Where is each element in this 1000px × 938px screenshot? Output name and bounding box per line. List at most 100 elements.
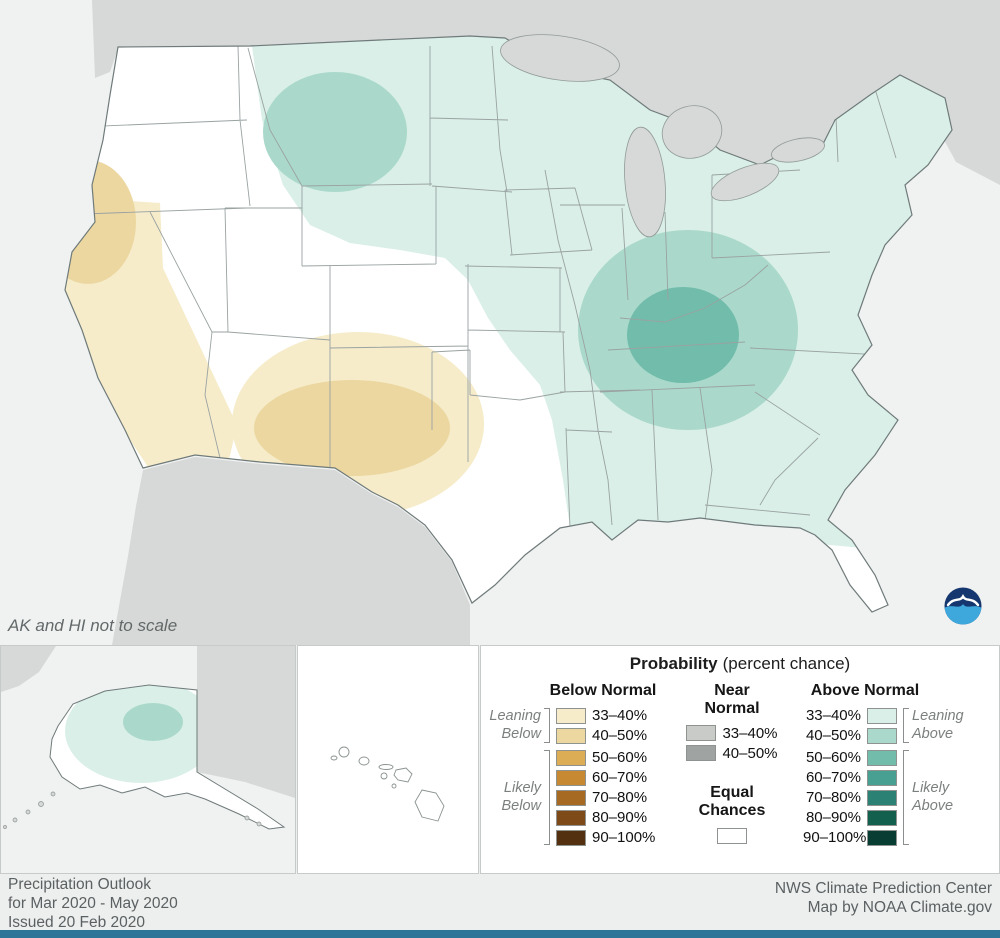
swatch-near-40-50 bbox=[686, 745, 717, 762]
swatch-below-50-60 bbox=[556, 749, 586, 766]
percent-label: 33–40% bbox=[805, 707, 861, 724]
alaska-above-normal-40-50-core bbox=[123, 703, 183, 741]
percent-label: 50–60% bbox=[805, 749, 861, 766]
great-lakes bbox=[500, 34, 825, 238]
legend-columns: Below Normal Leaning Below 33–40% 40–50% bbox=[489, 682, 991, 851]
above-normal-50-60-core-ohio-valley bbox=[627, 287, 739, 383]
likely-below-label: Likely Below bbox=[501, 780, 542, 814]
swatch-below-40-50 bbox=[556, 727, 586, 744]
likely-above-bracket bbox=[903, 750, 909, 845]
swatch-below-80-90 bbox=[556, 809, 586, 826]
leaning-below-bracket bbox=[544, 708, 550, 743]
legend-row: 80–90% bbox=[803, 809, 897, 826]
lake-ontario bbox=[771, 137, 825, 163]
swatch-below-60-70 bbox=[556, 769, 586, 786]
percent-label: 90–100% bbox=[592, 829, 656, 846]
legend-title-rest: (percent chance) bbox=[722, 654, 851, 673]
footer-issued: Issued 20 Feb 2020 bbox=[8, 913, 146, 931]
swatch-equal-chances bbox=[717, 827, 747, 844]
percent-label: 33–40% bbox=[592, 707, 648, 724]
near-normal-rows: 33–40% 40–50% bbox=[686, 725, 778, 762]
percent-label: 90–100% bbox=[803, 829, 867, 846]
aleutian-islands bbox=[3, 791, 262, 829]
island-hawaii bbox=[414, 789, 445, 822]
legend-row: 33–40% bbox=[556, 707, 647, 724]
lake-huron bbox=[661, 105, 723, 159]
percent-label: 40–50% bbox=[722, 744, 778, 762]
lake-superior bbox=[500, 34, 620, 82]
hawaiian-islands bbox=[330, 746, 445, 822]
likely-above-label: Likely Above bbox=[912, 780, 954, 814]
legend-panel: Probability (percent chance) Below Normal… bbox=[480, 645, 1000, 874]
island-molokai bbox=[378, 764, 394, 770]
swatch-above-50-60 bbox=[867, 749, 897, 766]
hawaii-inset-map bbox=[330, 746, 445, 822]
legend-title-bold: Probability bbox=[629, 654, 718, 673]
island-kahoolawe bbox=[391, 783, 397, 789]
legend-row: 90–100% bbox=[803, 829, 897, 846]
legend-column-above: Above Normal 33–40% 40–50% Leaning Abo bbox=[803, 682, 991, 851]
mexico-landmass bbox=[112, 457, 470, 645]
percent-label: 50–60% bbox=[592, 749, 648, 766]
percent-label: 80–90% bbox=[592, 809, 648, 826]
legend-row: 40–50% bbox=[686, 744, 778, 762]
island-maui bbox=[393, 767, 413, 783]
scale-note: AK and HI not to scale bbox=[8, 616, 178, 635]
percent-label: 60–70% bbox=[592, 769, 648, 786]
legend-row: 40–50% bbox=[803, 727, 897, 744]
swatch-below-70-80 bbox=[556, 789, 586, 806]
likely-below-rows: 50–60% 60–70% 70–80% 80–90% bbox=[556, 749, 655, 846]
likely-below-group: Likely Below 50–60% 60–70% bbox=[489, 749, 661, 846]
leaning-above-rows: 33–40% 40–50% bbox=[803, 707, 897, 744]
likely-above-group: 50–60% 60–70% 70–80% 80–90% bbox=[803, 749, 991, 846]
noaa-logo bbox=[944, 587, 982, 625]
swatch-below-33-40 bbox=[556, 707, 586, 724]
legend-row: 70–80% bbox=[556, 789, 655, 806]
legend-row: 50–60% bbox=[803, 749, 897, 766]
footer-period: for Mar 2020 - May 2020 bbox=[8, 894, 178, 912]
above-normal-header: Above Normal bbox=[810, 682, 920, 699]
likely-below-bracket bbox=[544, 750, 550, 845]
footer-right-text: NWS Climate Prediction Center Map by NOA… bbox=[775, 880, 992, 918]
alaska-outline bbox=[49, 684, 286, 830]
percent-label: 40–50% bbox=[805, 727, 861, 744]
lake-michigan bbox=[624, 126, 666, 238]
russia-landmass bbox=[1, 646, 56, 692]
above-normal-40-50-core-rockies bbox=[263, 72, 407, 192]
island-kauai bbox=[338, 746, 350, 758]
leaning-below-label: Leaning Below bbox=[489, 708, 541, 742]
footer-credit: Map by NOAA Climate.gov bbox=[807, 898, 992, 916]
alaska-inset-map bbox=[1, 646, 295, 830]
conus-map bbox=[64, 0, 1000, 645]
leaning-above-label: Leaning Above bbox=[912, 708, 964, 742]
swatch-above-33-40 bbox=[867, 707, 897, 724]
footer-left-text: Precipitation Outlook for Mar 2020 - May… bbox=[8, 876, 178, 933]
noaa-logo-gull-icon bbox=[946, 593, 980, 607]
legend-row: 40–50% bbox=[556, 727, 647, 744]
swatch-above-70-80 bbox=[867, 789, 897, 806]
legend-row: 80–90% bbox=[556, 809, 655, 826]
percent-label: 70–80% bbox=[592, 789, 648, 806]
hawaii-inset-panel bbox=[297, 645, 479, 874]
canada-landmass-ak bbox=[197, 646, 295, 798]
swatch-above-80-90 bbox=[867, 809, 897, 826]
percent-label: 80–90% bbox=[805, 809, 861, 826]
island-oahu bbox=[358, 756, 370, 766]
legend-title: Probability (percent chance) bbox=[489, 654, 991, 674]
leaning-above-group: 33–40% 40–50% Leaning Above bbox=[803, 707, 991, 744]
legend-row: 60–70% bbox=[803, 769, 897, 786]
leaning-below-group: Leaning Below 33–40% 40–50% bbox=[489, 707, 661, 744]
lake-erie bbox=[710, 162, 780, 202]
footer-source: NWS Climate Prediction Center bbox=[774, 880, 992, 897]
alaska-inset-panel bbox=[0, 645, 296, 874]
legend-row: 90–100% bbox=[556, 829, 655, 846]
swatch-above-90-100 bbox=[867, 829, 897, 846]
legend-row: 33–40% bbox=[803, 707, 897, 724]
legend-row: 60–70% bbox=[556, 769, 655, 786]
swatch-above-40-50 bbox=[867, 727, 897, 744]
below-normal-header: Below Normal bbox=[549, 682, 657, 699]
state-borders bbox=[83, 45, 897, 529]
island-lanai bbox=[380, 772, 388, 780]
leaning-below-rows: 33–40% 40–50% bbox=[556, 707, 647, 744]
